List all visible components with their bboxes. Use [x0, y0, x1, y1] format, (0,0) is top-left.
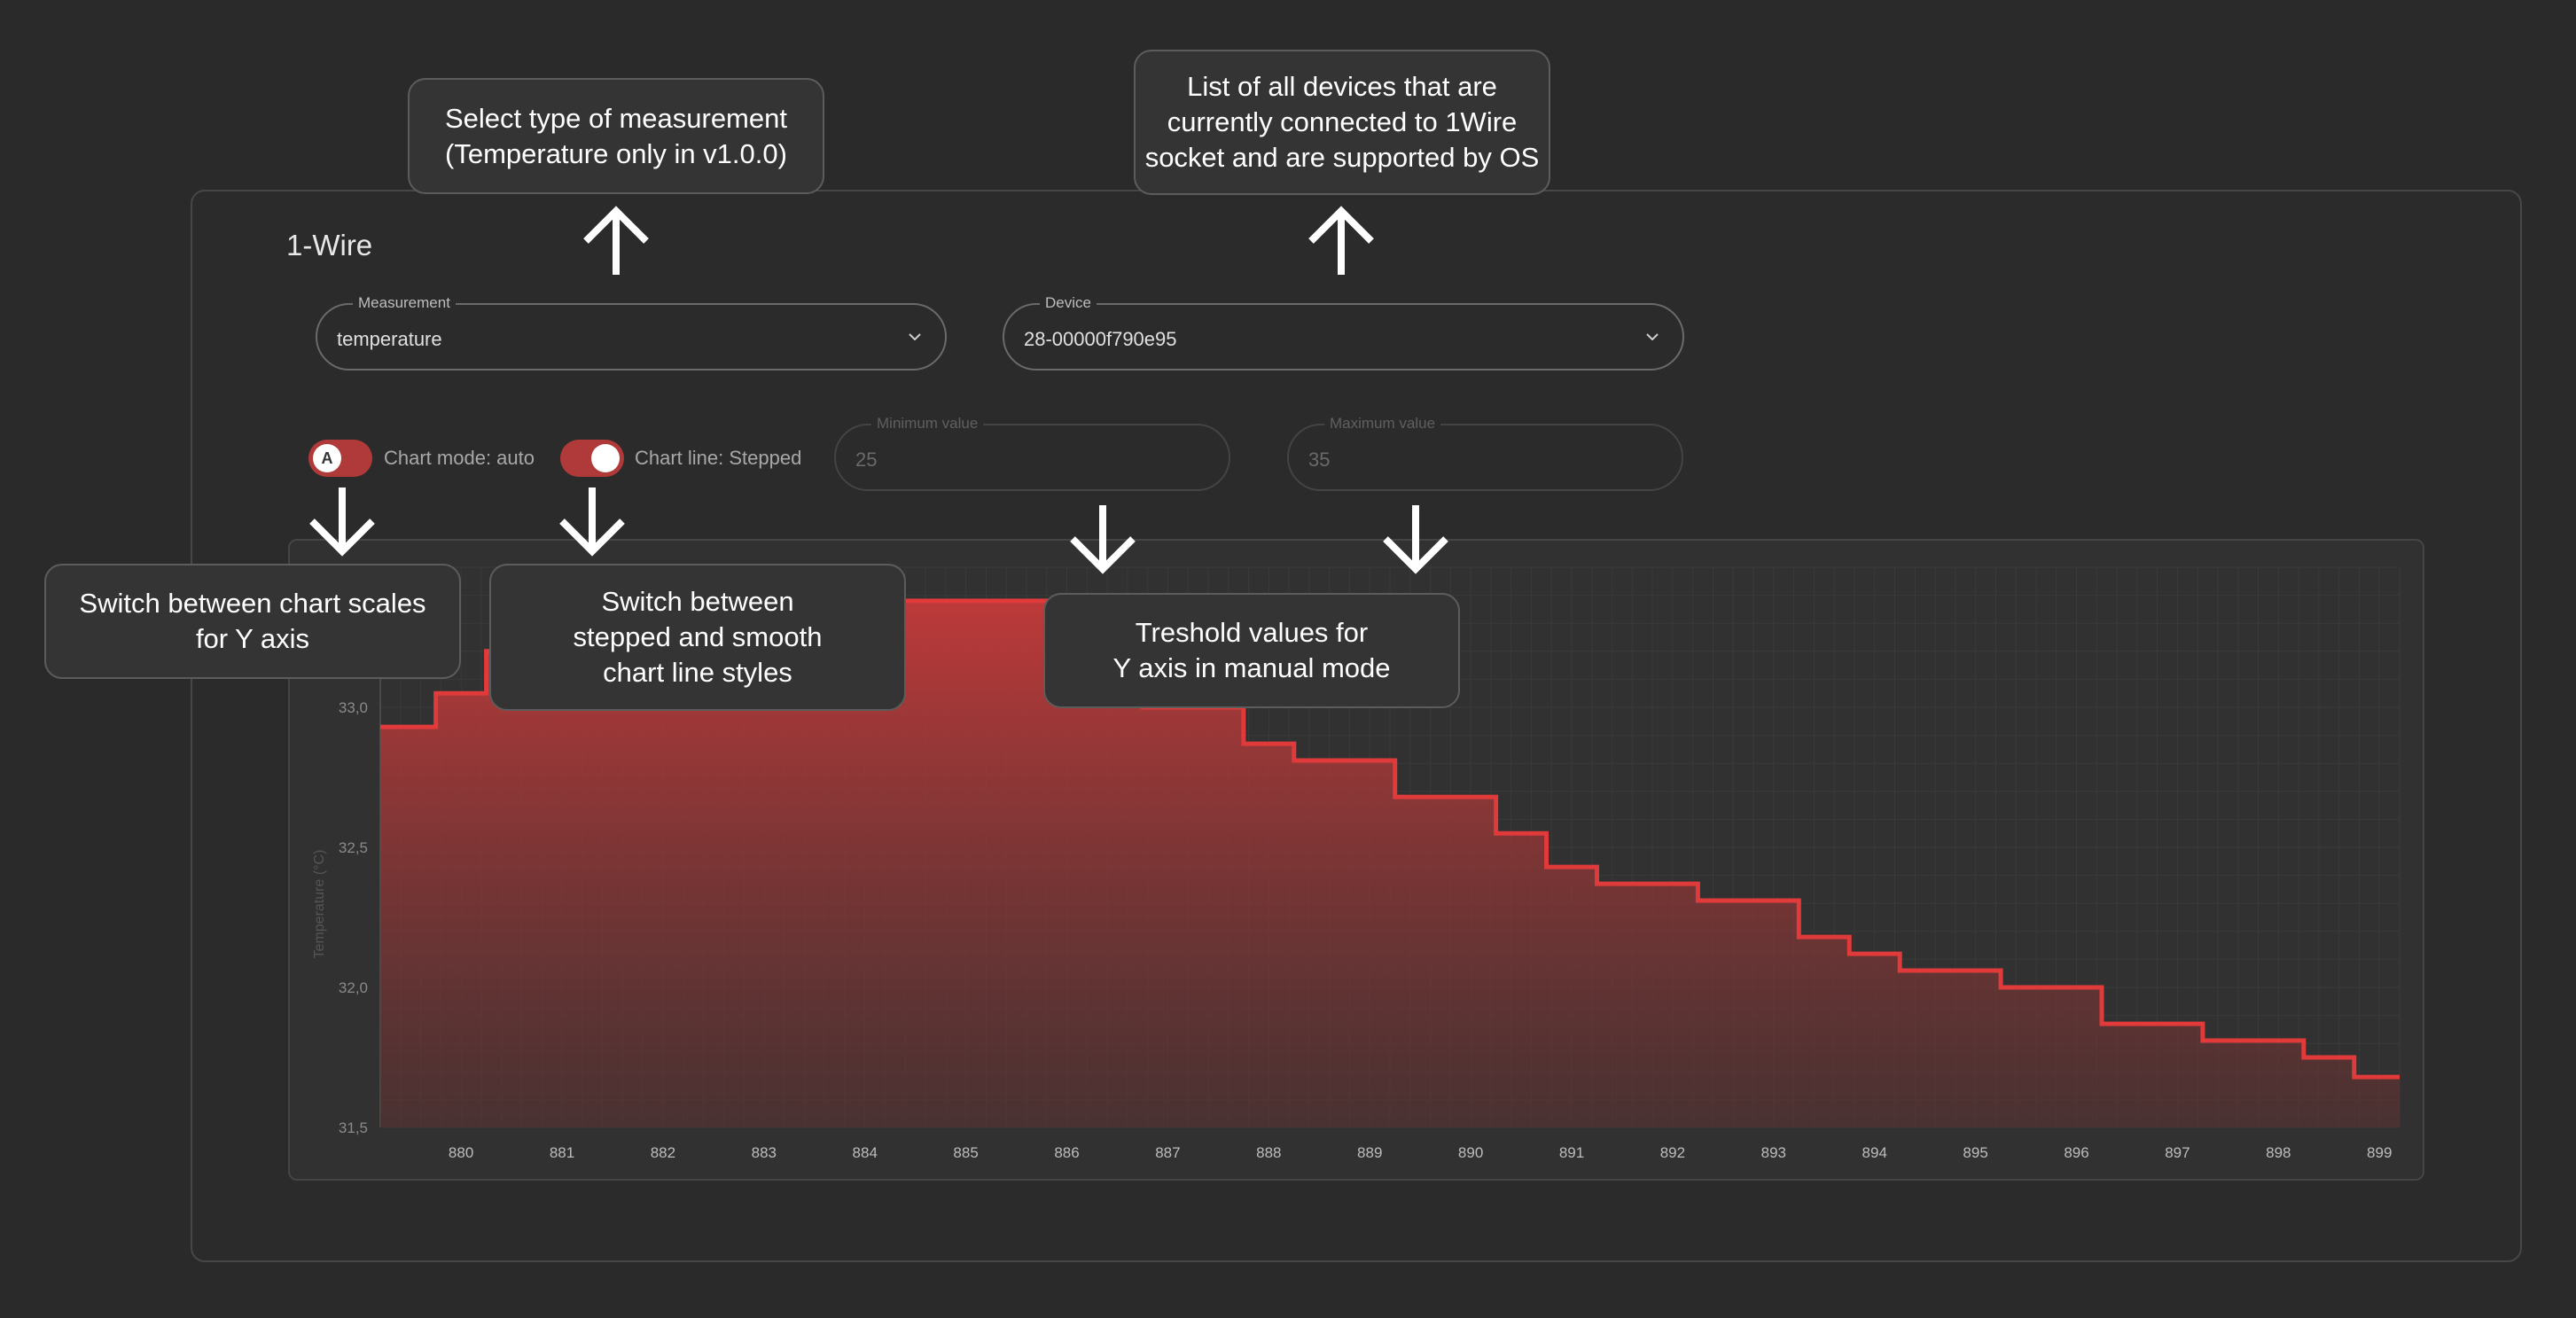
y-tick-label: 31,5 — [339, 1119, 368, 1136]
chart-line-label: Chart line: Stepped — [635, 447, 802, 469]
chevron-down-icon — [1646, 333, 1659, 341]
chart-mode-toggle[interactable]: A — [308, 440, 372, 477]
arrow-down-icon — [559, 487, 625, 557]
device-label: Device — [1040, 294, 1097, 312]
arrow-down-icon — [1383, 505, 1448, 574]
x-tick-label: 885 — [953, 1144, 978, 1161]
x-tick-label: 880 — [449, 1144, 473, 1161]
callout-devices: List of all devices that are currently c… — [1134, 50, 1550, 195]
x-tick-label: 887 — [1155, 1144, 1180, 1161]
chart-line-knob — [591, 444, 620, 472]
measurement-value: temperature — [337, 328, 442, 350]
maximum-value-text: 35 — [1308, 448, 1331, 471]
x-tick-label: 892 — [1660, 1144, 1685, 1161]
arrow-up-icon — [583, 206, 649, 275]
x-tick-label: 896 — [2064, 1144, 2088, 1161]
x-tick-label: 899 — [2367, 1144, 2392, 1161]
chevron-down-icon — [909, 333, 921, 341]
maximum-value-label: Maximum value — [1324, 415, 1441, 433]
arrow-up-icon — [1308, 206, 1374, 275]
device-value: 28-00000f790e95 — [1024, 328, 1177, 350]
chart-area — [380, 600, 2400, 1127]
x-tick-label: 883 — [752, 1144, 777, 1161]
callout-measurement: Select type of measurement (Temperature … — [408, 78, 824, 194]
device-select[interactable]: Device 28-00000f790e95 — [1003, 294, 1684, 370]
x-tick-label: 897 — [2165, 1144, 2190, 1161]
x-tick-label: 893 — [1761, 1144, 1786, 1161]
y-tick-label: 32,0 — [339, 979, 368, 996]
minimum-value-text: 25 — [855, 448, 878, 471]
x-tick-label: 884 — [853, 1144, 878, 1161]
x-tick-label: 881 — [550, 1144, 574, 1161]
x-tick-label: 888 — [1256, 1144, 1281, 1161]
x-tick-label: 889 — [1357, 1144, 1382, 1161]
x-tick-label: 890 — [1458, 1144, 1483, 1161]
x-tick-label: 898 — [2266, 1144, 2291, 1161]
x-tick-label: 894 — [1862, 1144, 1887, 1161]
callout-scale: Switch between chart scales for Y axis — [44, 564, 461, 679]
measurement-label: Measurement — [353, 294, 456, 312]
callout-threshold: Treshold values for Y axis in manual mod… — [1043, 593, 1460, 708]
panel-title: 1-Wire — [286, 229, 373, 261]
maximum-value-input[interactable]: Maximum value 35 — [1287, 415, 1683, 491]
y-axis-label: Temperature (°C) — [312, 850, 327, 959]
callout-line-style: Switch between stepped and smooth chart … — [489, 564, 906, 711]
chart-line-toggle[interactable] — [560, 440, 624, 477]
y-tick-label: 33,0 — [339, 699, 368, 716]
y-tick-label: 32,5 — [339, 839, 368, 856]
chart-mode-label: Chart mode: auto — [384, 447, 535, 469]
minimum-value-input[interactable]: Minimum value 25 — [834, 415, 1230, 491]
minimum-value-label: Minimum value — [871, 415, 984, 433]
x-tick-label: 886 — [1054, 1144, 1079, 1161]
x-tick-label: 891 — [1559, 1144, 1584, 1161]
arrow-down-icon — [309, 487, 375, 557]
chart-mode-knob: A — [313, 444, 341, 472]
arrow-down-icon — [1070, 505, 1136, 574]
measurement-select[interactable]: Measurement temperature — [316, 294, 947, 370]
x-tick-label: 882 — [651, 1144, 675, 1161]
x-tick-label: 895 — [1963, 1144, 1987, 1161]
